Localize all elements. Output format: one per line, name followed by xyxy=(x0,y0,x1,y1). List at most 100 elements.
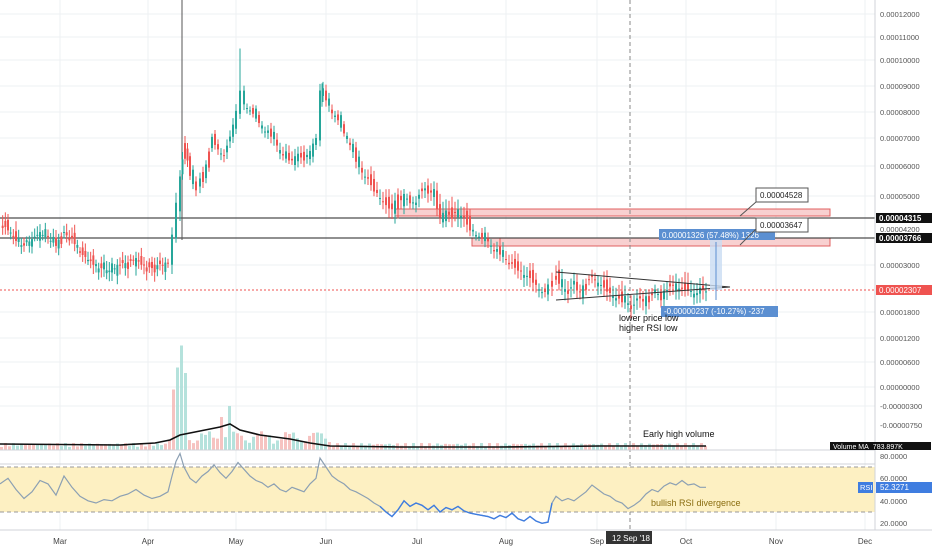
candle-body[interactable] xyxy=(145,267,148,272)
candle-body[interactable] xyxy=(663,290,665,300)
candle-body[interactable] xyxy=(312,143,314,157)
candle-body[interactable] xyxy=(121,259,124,263)
candle-body[interactable] xyxy=(100,263,103,269)
candle-body[interactable] xyxy=(300,152,302,158)
candle-body[interactable] xyxy=(469,216,471,231)
candle-body[interactable] xyxy=(60,236,63,244)
candle-body[interactable] xyxy=(705,291,707,293)
candle-body[interactable] xyxy=(352,143,354,153)
price-axis[interactable]: 0.00012000 0.00011000 0.00010000 0.00009000… xyxy=(880,10,922,430)
candle-body[interactable] xyxy=(148,262,151,268)
candle-body[interactable] xyxy=(334,115,336,117)
candle-body[interactable] xyxy=(573,280,575,285)
candle-body[interactable] xyxy=(220,153,222,155)
candle-body[interactable] xyxy=(214,133,216,145)
candle-body[interactable] xyxy=(202,172,204,182)
candle-body[interactable] xyxy=(636,298,638,301)
candle-body[interactable] xyxy=(364,176,366,178)
candle-body[interactable] xyxy=(303,151,305,161)
candle-body[interactable] xyxy=(418,194,420,199)
candle-body[interactable] xyxy=(517,261,519,271)
candle-body[interactable] xyxy=(179,176,181,212)
candle-body[interactable] xyxy=(143,264,145,266)
candle-body[interactable] xyxy=(229,136,231,142)
candle-body[interactable] xyxy=(71,235,73,239)
callout-4528-box[interactable] xyxy=(755,187,809,203)
rsi-line[interactable] xyxy=(0,451,706,524)
candle-body[interactable] xyxy=(246,108,248,110)
candle-body[interactable] xyxy=(161,264,164,266)
candle-body[interactable] xyxy=(505,259,507,261)
candle-body[interactable] xyxy=(621,291,623,303)
candle-body[interactable] xyxy=(627,303,629,305)
candle-body[interactable] xyxy=(243,90,245,105)
candle-body[interactable] xyxy=(541,292,543,294)
candle-body[interactable] xyxy=(600,284,602,286)
candle-body[interactable] xyxy=(270,128,272,137)
callout-3647-box[interactable] xyxy=(755,217,809,233)
candle-body[interactable] xyxy=(397,194,399,209)
candle-body[interactable] xyxy=(576,281,578,290)
candle-body[interactable] xyxy=(12,235,15,238)
candle-body[interactable] xyxy=(370,174,372,186)
candle-body[interactable] xyxy=(582,285,584,298)
candle-body[interactable] xyxy=(394,200,396,214)
candle-body[interactable] xyxy=(511,262,513,264)
candle-body[interactable] xyxy=(63,232,65,234)
candle-body[interactable] xyxy=(81,247,84,256)
candle-body[interactable] xyxy=(457,209,459,218)
candle-body[interactable] xyxy=(65,232,68,236)
rsi-axis[interactable]: 80.0000 60.0000 40.0000 20.0000 xyxy=(880,452,907,528)
candle-body[interactable] xyxy=(294,156,296,166)
candle-body[interactable] xyxy=(496,248,498,252)
candle-body[interactable] xyxy=(624,296,626,303)
candle-body[interactable] xyxy=(105,270,108,274)
candle-body[interactable] xyxy=(249,110,251,112)
candle-body[interactable] xyxy=(261,125,263,129)
candle-body[interactable] xyxy=(23,243,25,246)
candle-body[interactable] xyxy=(195,181,197,191)
candle-body[interactable] xyxy=(211,136,213,149)
candle-body[interactable] xyxy=(588,279,590,281)
candle-body[interactable] xyxy=(514,258,516,268)
candle-body[interactable] xyxy=(47,235,49,237)
candle-body[interactable] xyxy=(594,279,596,281)
candle-body[interactable] xyxy=(7,219,9,231)
candle-body[interactable] xyxy=(20,245,23,247)
candle-body[interactable] xyxy=(678,288,680,292)
candle-body[interactable] xyxy=(291,158,293,161)
candle-body[interactable] xyxy=(285,151,287,159)
candle-body[interactable] xyxy=(666,290,668,292)
candle-body[interactable] xyxy=(124,263,127,269)
candle-body[interactable] xyxy=(436,190,438,209)
candle-body[interactable] xyxy=(684,282,686,291)
candle-body[interactable] xyxy=(159,260,161,265)
candle-body[interactable] xyxy=(252,108,254,114)
candle-body[interactable] xyxy=(36,234,39,236)
candle-body[interactable] xyxy=(412,202,414,204)
candle-body[interactable] xyxy=(547,284,549,295)
candle-body[interactable] xyxy=(199,178,201,187)
candle-body[interactable] xyxy=(551,280,553,287)
candle-body[interactable] xyxy=(484,232,486,242)
candle-body[interactable] xyxy=(167,262,169,264)
candle-body[interactable] xyxy=(451,207,453,219)
candle-body[interactable] xyxy=(135,258,137,267)
candle-body[interactable] xyxy=(319,90,321,141)
candle-body[interactable] xyxy=(111,263,113,273)
candle-body[interactable] xyxy=(639,296,641,299)
candle-body[interactable] xyxy=(558,269,560,284)
candle-body[interactable] xyxy=(696,293,698,296)
candle-body[interactable] xyxy=(409,195,411,204)
candle-body[interactable] xyxy=(57,239,60,249)
candle-body[interactable] xyxy=(439,204,441,218)
candle-body[interactable] xyxy=(232,124,234,137)
candle-body[interactable] xyxy=(97,268,100,273)
candle-body[interactable] xyxy=(609,287,611,293)
candle-body[interactable] xyxy=(612,296,614,298)
candle-body[interactable] xyxy=(89,259,92,262)
candle-body[interactable] xyxy=(660,291,662,301)
candle-body[interactable] xyxy=(427,185,429,194)
candle-body[interactable] xyxy=(651,293,653,296)
candle-body[interactable] xyxy=(406,198,408,200)
